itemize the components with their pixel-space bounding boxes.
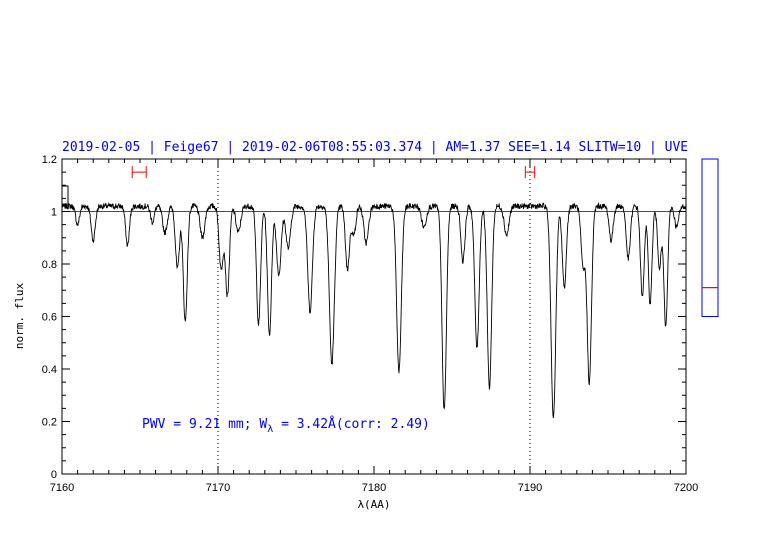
w-value: = 3.42Å(corr: 2.49) [273,416,430,432]
y-tick-label: 1 [51,207,57,219]
x-tick-label: 7200 [674,482,698,494]
x-axis-title: λ(AA) [357,498,390,511]
x-tick-label: 7190 [518,482,542,494]
interval-marker [524,166,536,179]
y-tick-label: 1.2 [42,154,57,166]
y-axis-ticks: 0 0.2 0.4 0.6 0.8 1 1.2 [42,154,686,481]
y-tick-label: 0.4 [42,364,57,376]
w-subscript: λ [267,424,273,435]
x-tick-label: 7180 [362,482,386,494]
plot-header: 2019-02-05 | Feige67 | 2019-02-06T08:55:… [62,140,688,155]
interval-marker [131,166,147,179]
x-tick-label: 7160 [50,482,74,494]
spectrum-line [61,201,687,419]
y-tick-label: 0.2 [42,417,57,429]
x-axis-ticks: 7160 7170 7180 7190 7200 [50,159,698,494]
y-tick-label: 0 [51,469,57,481]
edge-marker [61,185,69,207]
x-tick-label: 7170 [206,482,230,494]
pwv-prefix: PWV = 9.21 mm; W [142,417,267,432]
y-tick-label: 0.6 [42,312,57,324]
y-tick-label: 0.8 [42,259,57,271]
y-axis-title: norm. flux [13,283,26,350]
pwv-annotation: PWV = 9.21 mm; Wλ = 3.42Å(corr: 2.49) [142,416,430,435]
interval-markers [131,166,536,179]
side-indicator-box [701,158,719,317]
